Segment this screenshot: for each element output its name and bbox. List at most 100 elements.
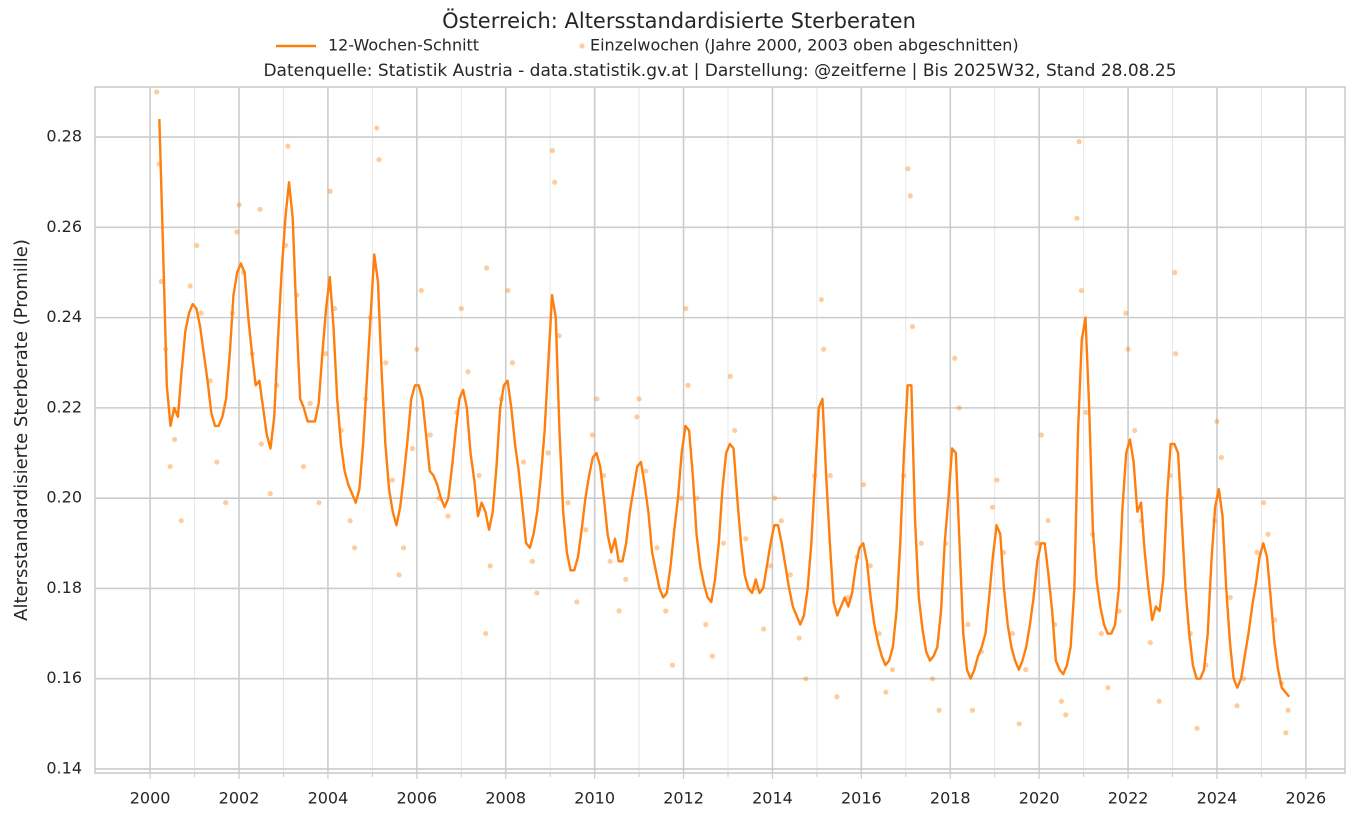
week-point [1173, 351, 1179, 357]
week-point [1038, 432, 1044, 438]
week-point [994, 477, 1000, 483]
y-tick-label: 0.14 [46, 758, 82, 777]
plot-area [154, 89, 1291, 736]
y-tick-label: 0.16 [46, 668, 82, 687]
week-point [414, 346, 420, 352]
x-tick-label: 2008 [485, 789, 526, 808]
week-point [327, 188, 333, 194]
week-point [167, 463, 173, 470]
week-point [396, 572, 402, 578]
week-point [458, 305, 464, 312]
week-point [860, 482, 867, 488]
chart-title: Österreich: Altersstandardisierte Sterbe… [442, 8, 916, 33]
x-tick-label: 2020 [1019, 789, 1060, 808]
week-point [965, 621, 971, 628]
week-point [267, 491, 273, 497]
week-point [285, 143, 291, 149]
x-tick-label: 2012 [663, 789, 704, 808]
week-point [772, 495, 778, 501]
week-point [767, 563, 773, 569]
week-point [952, 355, 958, 361]
week-point [643, 468, 649, 474]
x-tick-label: 2004 [308, 789, 349, 808]
week-point [549, 148, 556, 154]
week-point [678, 495, 684, 501]
x-tick-label: 2018 [930, 789, 971, 808]
week-point [323, 351, 329, 357]
week-point [907, 193, 913, 199]
week-point [778, 518, 784, 524]
week-point [484, 265, 490, 271]
y-tick-label: 0.28 [46, 127, 82, 146]
week-point [1045, 518, 1051, 524]
week-point [565, 500, 571, 506]
week-point [574, 599, 580, 605]
week-point [905, 166, 911, 172]
x-tick-label: 2024 [1197, 789, 1238, 808]
week-point [1123, 310, 1129, 316]
week-point [1254, 549, 1260, 555]
chart-subtitle: Datenquelle: Statistik Austria - data.st… [263, 61, 1176, 81]
week-point [223, 500, 229, 506]
y-tick-label: 0.26 [46, 217, 82, 236]
week-point [818, 296, 824, 303]
week-point [634, 414, 640, 420]
x-tick-label: 2026 [1286, 789, 1327, 808]
week-point [1034, 540, 1040, 546]
week-point [703, 621, 709, 628]
week-point [1125, 346, 1131, 352]
week-point [720, 540, 727, 546]
x-tick-label: 2002 [219, 789, 260, 808]
week-point [154, 89, 160, 95]
x-tick-label: 2016 [841, 789, 882, 808]
week-point [1285, 707, 1291, 713]
week-point [583, 527, 589, 533]
week-point [556, 333, 562, 339]
week-point [476, 472, 482, 479]
week-point [1083, 409, 1089, 415]
week-point [171, 436, 178, 443]
week-point [389, 477, 395, 483]
week-point [487, 563, 493, 569]
week-point [654, 545, 660, 551]
week-point [883, 689, 889, 695]
week-point [1172, 269, 1178, 276]
week-point [694, 495, 700, 501]
week-point [1105, 685, 1111, 691]
week-point [743, 536, 749, 542]
week-point [300, 463, 307, 470]
week-point [445, 513, 451, 519]
week-point [214, 459, 220, 465]
week-point [834, 694, 840, 700]
week-point [760, 626, 767, 632]
week-point [316, 500, 322, 506]
week-point [1132, 427, 1138, 434]
week-point [383, 360, 389, 366]
x-tick-label: 2010 [574, 789, 615, 808]
week-point [636, 396, 642, 402]
week-point [1058, 698, 1064, 704]
y-tick-label: 0.24 [46, 307, 82, 326]
week-point [1076, 139, 1082, 145]
week-point [918, 540, 924, 546]
y-axis-label: Altersstandardisierte Sterberate (Promil… [11, 239, 32, 621]
week-point [709, 653, 716, 659]
week-point [727, 373, 733, 379]
legend-label: Einzelwochen (Jahre 2000, 2003 oben abge… [590, 36, 1019, 55]
week-point [376, 157, 382, 163]
week-point [683, 305, 689, 312]
week-point [258, 441, 264, 447]
week-point [194, 242, 200, 249]
week-point [1283, 730, 1289, 736]
week-point [1265, 531, 1271, 537]
y-tick-label: 0.18 [46, 578, 82, 597]
week-point [505, 287, 511, 294]
week-point [1078, 287, 1084, 294]
week-point [1156, 698, 1162, 704]
week-point [427, 432, 433, 438]
x-tick-label: 2006 [396, 789, 437, 808]
week-point [876, 630, 882, 637]
week-point [352, 545, 358, 551]
week-point [529, 558, 536, 564]
